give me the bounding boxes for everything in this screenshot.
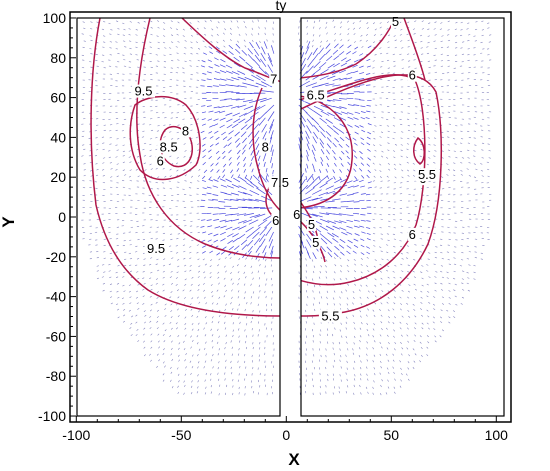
contour-label: 6.5 [307,88,325,103]
contour-label: 6 [272,213,279,228]
contour-label-bg [407,227,417,241]
contour-label-bg [181,124,190,138]
contour-label-bg [155,154,165,168]
y-tick-label: 80 [50,50,66,66]
axes-box [69,11,512,423]
y-axis-label: Y [0,216,18,228]
x-tick-label: -50 [171,427,191,443]
contour-label: 6 [409,227,416,242]
contour-label: 6 [293,207,300,222]
contour-lines [90,18,442,317]
contour-label: 6 [409,68,416,83]
contour-label: 9.5 [134,84,152,99]
plot-frame [69,11,512,423]
contour-label-bg [407,68,417,82]
contour-label-bg [271,213,281,227]
contour-label-bg [311,235,321,249]
x-tick-label: -100 [62,427,90,443]
right-region-box [300,17,505,417]
x-tick-label: 50 [384,427,400,443]
contour-label: 8 [262,139,269,154]
contour-label-bg [132,84,155,98]
left-region-box [76,17,281,417]
contour-label-bg [304,88,328,102]
y-tick-label: 20 [50,169,66,185]
contour-label-bg [157,140,181,154]
contour-label: 6 [157,153,164,168]
vector-field [81,19,492,396]
x-axis-label: X [288,450,300,469]
contour-label: 5 [308,217,315,232]
contour-label-bg [391,14,400,28]
contour-label-bg [144,241,168,255]
contour-label-bg [318,309,342,323]
contour-label-bg [307,217,316,231]
y-tick-label: 100 [43,10,67,26]
x-tick-label: 0 [282,427,290,443]
velocity-vectors [81,19,492,396]
y-tick-label: -60 [46,328,66,344]
contour-label: 8.5 [160,139,178,154]
y-tick-label: -100 [38,408,66,424]
top-fragment: ty [276,0,287,13]
y-axis-ticks: 100 80 60 40 20 0 -20 -40 -60 -80 -100 [38,10,76,424]
y-tick-label: 60 [50,90,66,106]
x-axis-ticks: -100 -50 0 50 100 [62,416,508,443]
x-tick-label: 100 [485,427,509,443]
contour-label-bg [292,208,302,221]
y-tick-label: 0 [58,209,66,225]
contour-label: 5.5 [321,309,339,324]
velocity-vectors-dense [200,41,372,260]
contour-label: 9.5 [147,241,165,256]
contour-label: 5 [312,235,319,250]
contour-label: 5 [392,14,399,29]
y-tick-label: 40 [50,129,66,145]
contour-label-bg [269,72,279,86]
y-tick-label: -40 [46,289,66,305]
contour-label: 8 [182,123,189,138]
contour-label: 7 [270,72,277,87]
contour-label-bg [415,168,439,182]
y-tick-label: -80 [46,368,66,384]
contour-label-bg [260,140,270,154]
y-tick-label: -20 [46,249,66,265]
contour-label: 5.5 [418,167,436,182]
